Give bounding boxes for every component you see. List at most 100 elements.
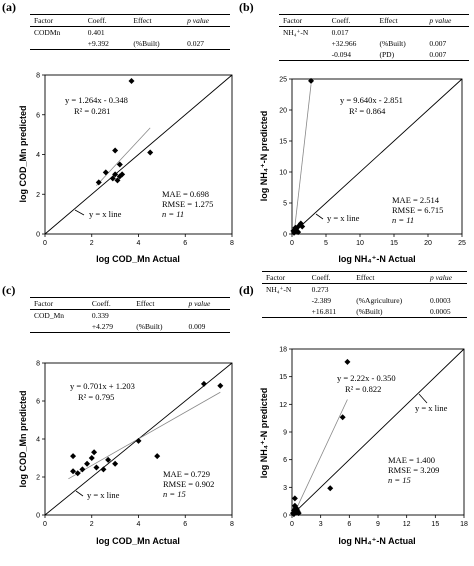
data-point (295, 229, 302, 236)
table-header: Coeff. (87, 297, 133, 310)
trend-line (68, 391, 221, 480)
y-tick-label: 6 (283, 457, 287, 464)
regression-equation: y = 0.701x + 1.203 (70, 381, 135, 391)
table-cell: (PD) (375, 49, 426, 61)
r-squared: R² = 0.795 (78, 392, 114, 402)
table-header: Effect (129, 14, 184, 27)
y-tick-label: 20 (279, 108, 287, 115)
scatter-plot: 0 3 6 9 12 15 18 0 3 6 9 12 15 18 log NH₄⁺-N Actual l… (259, 347, 468, 547)
panel-label: (b) (239, 0, 254, 14)
y-tick-label: 25 (279, 77, 287, 84)
x-tick-label: 0 (43, 240, 47, 247)
table-cell: (%Built) (132, 321, 185, 333)
table-cell: 0.009 (184, 321, 230, 333)
data-point (147, 149, 154, 156)
x-tick-label: 15 (431, 521, 439, 528)
n-stat: n = 15 (388, 475, 411, 485)
data-point (112, 147, 119, 154)
data-point (291, 495, 298, 502)
y-axis-label: log NH₄⁺-N predicted (259, 388, 269, 479)
x-tick-label: 18 (460, 521, 468, 528)
x-tick-label: 0 (43, 521, 47, 528)
data-point (327, 485, 334, 492)
table-header: p value (426, 271, 467, 284)
data-point (154, 453, 161, 460)
rmse-stat: RMSE = 0.902 (163, 479, 214, 489)
regression-equation: y = 1.264x - 0.348 (65, 95, 128, 105)
table-header: Effect (375, 14, 426, 27)
scatter-plot: 0 5 10 15 20 25 0 5 10 15 20 25 log NH₄⁺-N Actual l… (259, 77, 466, 265)
table-header: p value (425, 14, 469, 27)
x-tick-label: 6 (183, 521, 187, 528)
y-tick-label: 6 (36, 112, 40, 119)
x-tick-label: 0 (290, 521, 294, 528)
regression-equation: y = 9.640x - 2.851 (340, 95, 403, 105)
x-tick-label: 4 (137, 521, 141, 528)
x-tick-label: 6 (347, 521, 351, 528)
y-tick-label: 2 (36, 475, 40, 482)
y-tick-label: 4 (36, 437, 40, 444)
data-point (105, 456, 112, 463)
panel-c: (c) Factor Coeff. Effect p value COD_Mn 0.33… (0, 283, 237, 566)
table-cell: +9.392 (83, 38, 130, 50)
data-point (100, 466, 107, 473)
data-point (70, 468, 77, 475)
x-tick-label: 2 (90, 240, 94, 247)
data-point (112, 171, 119, 178)
data-point (290, 227, 297, 234)
y-tick-label: 0 (36, 513, 40, 520)
table-cell: 0.007 (425, 49, 469, 61)
plot-area: 0 2 4 6 8 0 2 4 6 8 (36, 73, 234, 248)
table-cell: 0.401 (87, 28, 105, 37)
y-tick-label: 2 (36, 192, 40, 199)
x-tick-label: 4 (137, 240, 141, 247)
trend-line (96, 127, 151, 186)
identity-line-label: y = x line (87, 490, 120, 500)
table-cell (262, 306, 308, 318)
y-axis-label: log COD_Mn predicted (18, 105, 28, 202)
y-axis-label: log NH₄⁺-N predicted (259, 111, 269, 202)
data-point (290, 511, 297, 518)
table-header: Effect (132, 297, 185, 310)
data-point (102, 169, 109, 176)
table-cell (279, 49, 328, 61)
table-header: Effect (352, 271, 427, 284)
table-cell: 0.017 (331, 28, 349, 37)
table-cell (30, 38, 84, 50)
table-cell: +16.811 (307, 306, 353, 318)
data-point (116, 161, 123, 168)
x-axis-label: log NH₄⁺-N Actual (338, 254, 415, 264)
y-tick-label: 12 (279, 402, 287, 409)
y-tick-label: 4 (36, 152, 40, 159)
r-squared: R² = 0.822 (345, 384, 381, 394)
x-axis-label: log NH₄⁺-N Actual (338, 536, 415, 546)
y-tick-label: 5 (283, 201, 287, 208)
plot-area: 0 3 6 9 12 15 18 0 3 6 9 12 15 18 (279, 347, 468, 529)
panel-label: (a) (2, 0, 16, 14)
data-point (114, 177, 121, 184)
y-tick-label: 15 (279, 374, 287, 381)
identity-line (291, 348, 465, 516)
rmse-stat: RMSE = 6.715 (392, 205, 443, 215)
identity-arrow (315, 213, 324, 220)
data-point (91, 449, 98, 456)
table-header: Coeff. (83, 14, 130, 27)
scatter-plot: 0 2 4 6 8 0 2 4 6 8 log COD_Mn Actual log COD_Mn … (18, 361, 234, 547)
data-point (293, 509, 300, 516)
table-cell: CODMn (34, 28, 61, 37)
n-stat: n = 15 (163, 489, 186, 499)
y-tick-label: 15 (279, 139, 287, 146)
data-point (135, 437, 142, 444)
y-tick-label: 0 (283, 232, 287, 239)
x-tick-label: 3 (319, 521, 323, 528)
y-tick-label: 10 (279, 170, 287, 177)
coefficient-table: Factor Coeff. Effect p value CODMn 0.401 +9.… (30, 14, 230, 50)
coefficient-table: Factor Coeff. Effect p value NH₄⁺-N 0.273 -2… (262, 271, 467, 318)
mae-stat: MAE = 2.514 (392, 195, 440, 205)
table-cell: -2.389 (311, 296, 332, 305)
table-cell: 0.339 (91, 311, 109, 320)
table-header: Coeff. (327, 14, 376, 27)
table-cell: +4.279 (87, 321, 133, 333)
coefficient-table: Factor Coeff. Effect p value COD_Mn 0.339 +4… (30, 297, 230, 333)
x-axis-label: log COD_Mn Actual (96, 536, 180, 546)
